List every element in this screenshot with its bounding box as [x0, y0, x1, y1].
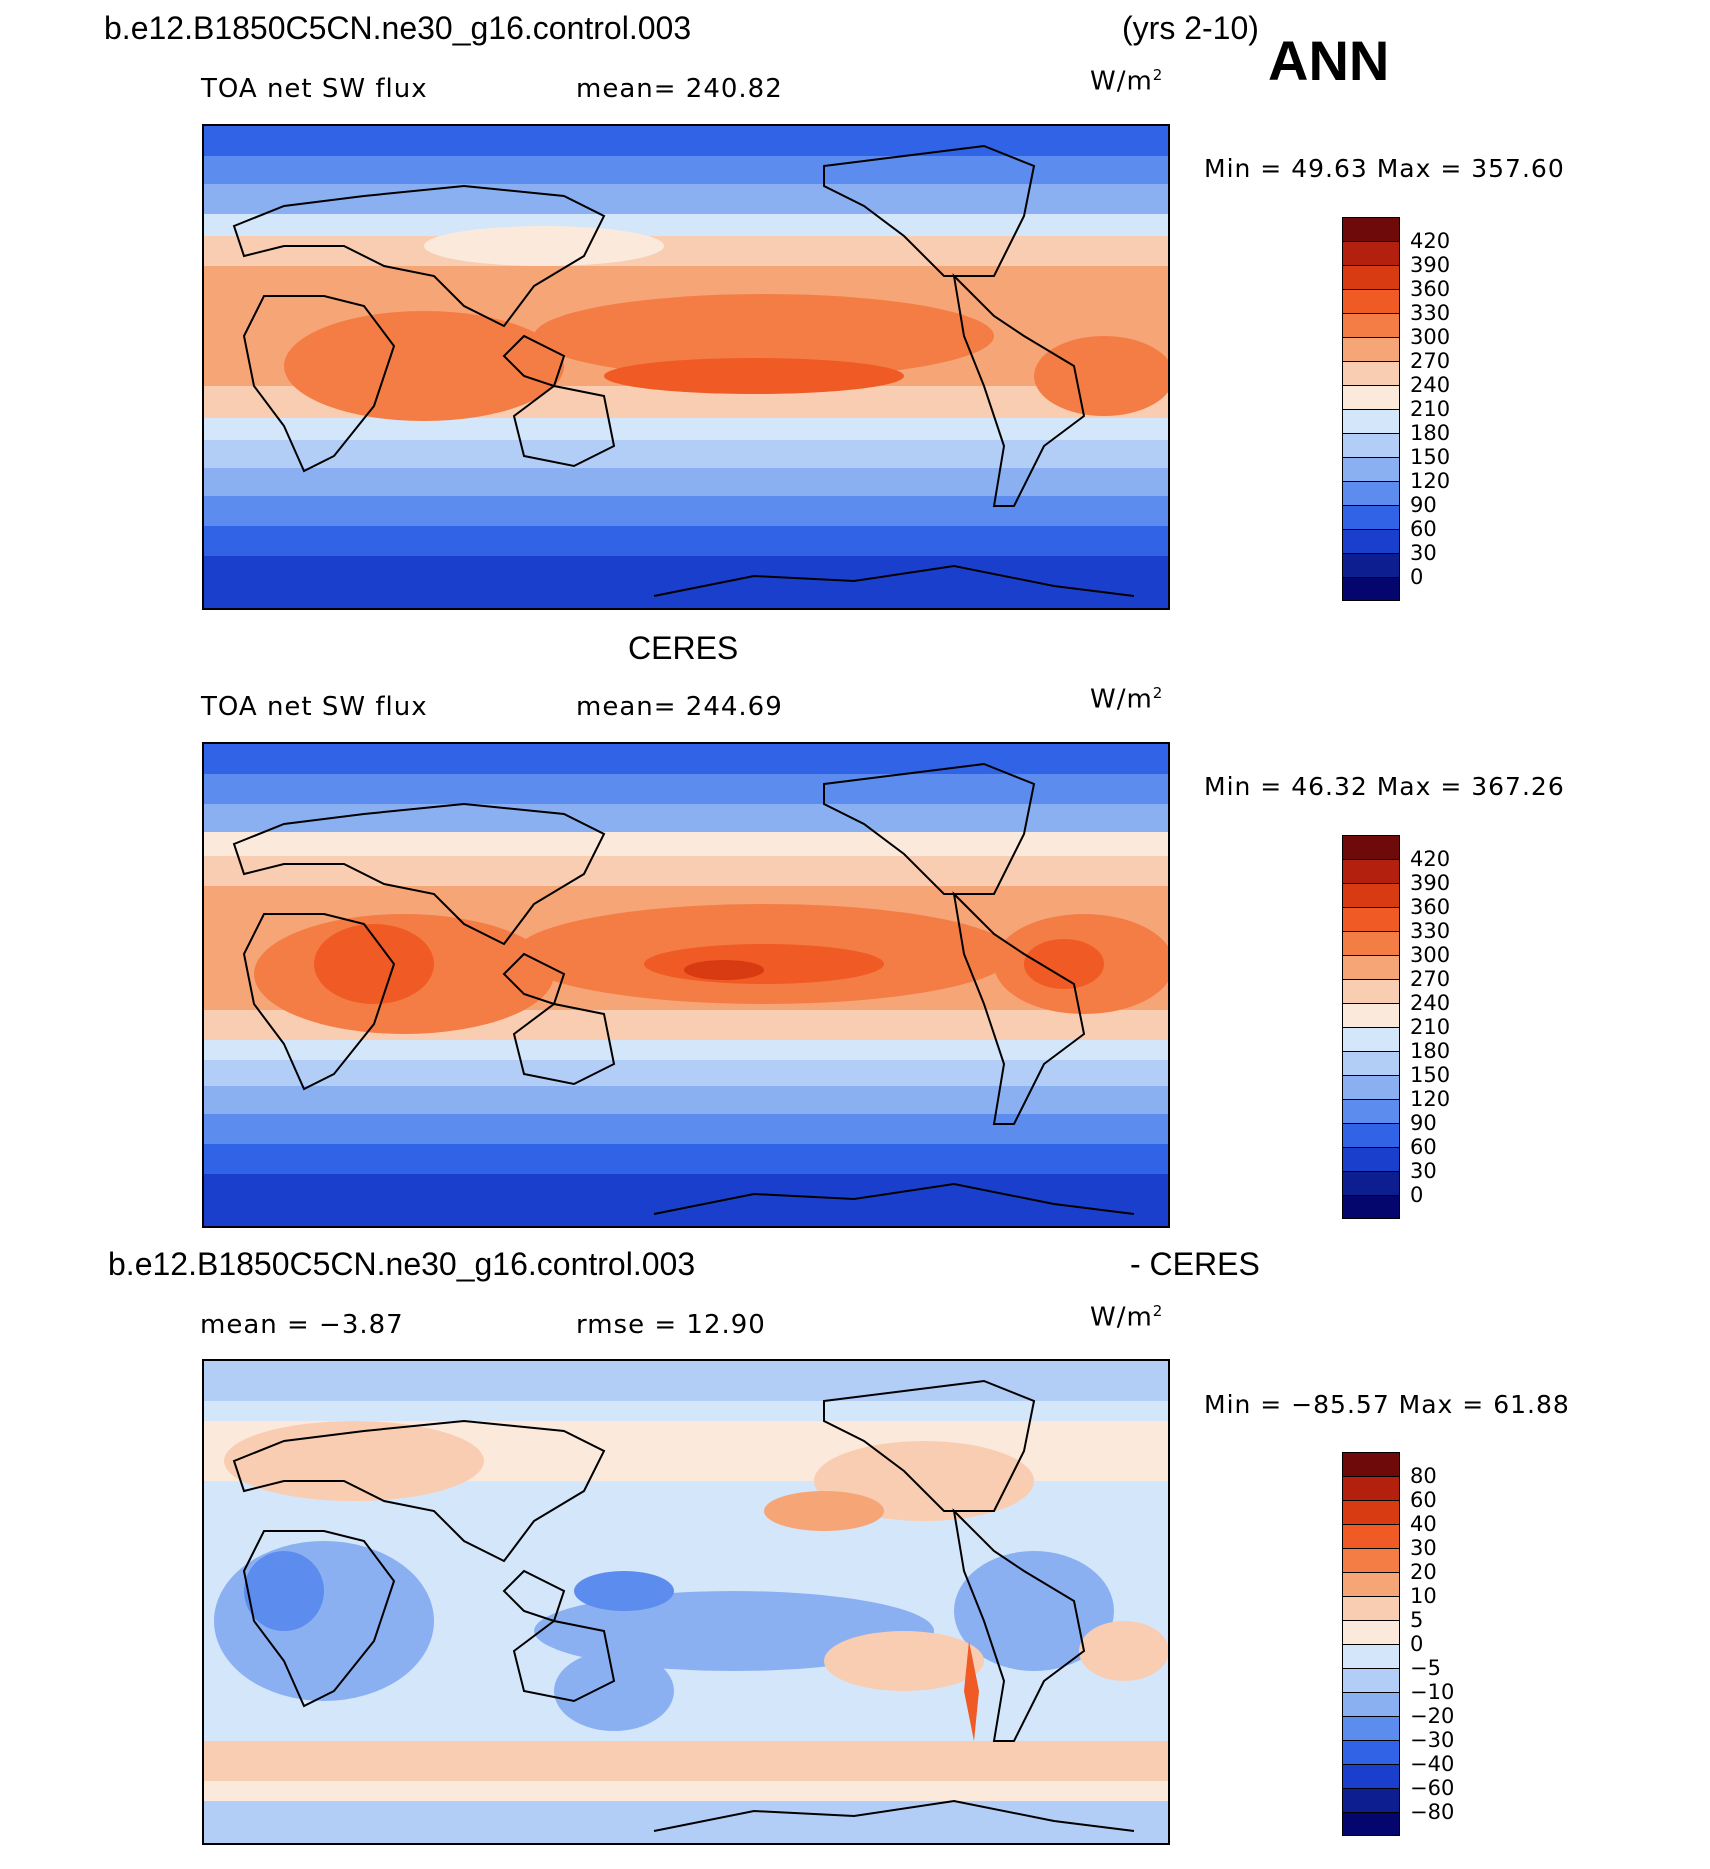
tick: 180 [1410, 1039, 1451, 1063]
tick: 150 [1410, 445, 1451, 469]
tick: 80 [1410, 1464, 1437, 1488]
tick: 40 [1410, 1512, 1437, 1536]
panel3-mean-label: mean = −3.87 [200, 1310, 404, 1340]
tick: 30 [1410, 1159, 1437, 1183]
tick: 30 [1410, 1536, 1437, 1560]
tick: 330 [1410, 919, 1451, 943]
tick: −10 [1410, 1680, 1455, 1704]
panel3-map [202, 1359, 1170, 1845]
tick: 60 [1410, 1135, 1437, 1159]
tick: 120 [1410, 1087, 1451, 1111]
panel3-title-right: - CERES [1130, 1246, 1260, 1282]
tick: −20 [1410, 1704, 1455, 1728]
tick: 240 [1410, 991, 1451, 1015]
tick: 270 [1410, 349, 1451, 373]
tick: 420 [1410, 229, 1451, 253]
tick: −5 [1410, 1656, 1441, 1680]
tick: 180 [1410, 421, 1451, 445]
panel3-rmse-label: rmse = 12.90 [576, 1310, 766, 1340]
tick: −80 [1410, 1800, 1455, 1824]
panel3-units: W/m2 [1090, 1302, 1164, 1333]
tick: 90 [1410, 493, 1437, 517]
tick: 210 [1410, 397, 1451, 421]
tick: 300 [1410, 943, 1451, 967]
panel2-colorbar-ticks: 420 390 360 330 300 270 240 210 180 150 … [1410, 847, 1450, 1207]
tick: 10 [1410, 1584, 1437, 1608]
panel2-map [202, 742, 1170, 1228]
tick: 0 [1410, 1632, 1424, 1656]
panel1-variable-label: TOA net SW flux [201, 74, 428, 104]
tick: 270 [1410, 967, 1451, 991]
panel1-mean-label: mean= 240.82 [576, 74, 783, 104]
tick: −40 [1410, 1752, 1455, 1776]
tick: 60 [1410, 517, 1437, 541]
panel2-variable-label: TOA net SW flux [201, 692, 428, 722]
season-label: ANN [1268, 29, 1390, 92]
panel2-title: CERES [628, 630, 739, 666]
tick: 390 [1410, 253, 1451, 277]
panel3-title-left: b.e12.B1850C5CN.ne30_g16.control.003 [108, 1246, 696, 1282]
case-title: b.e12.B1850C5CN.ne30_g16.control.003 [104, 10, 692, 46]
tick: 20 [1410, 1560, 1437, 1584]
panel3-colorbar-ticks: 80 60 40 30 20 10 5 0 −5 −10 −20 −30 −40… [1410, 1464, 1454, 1824]
panel2-mean-label: mean= 244.69 [576, 692, 783, 722]
tick: 0 [1410, 565, 1424, 589]
tick: 360 [1410, 895, 1451, 919]
tick: 30 [1410, 541, 1437, 565]
tick: 60 [1410, 1488, 1437, 1512]
panel1-units: W/m2 [1090, 66, 1164, 97]
panel3-minmax: Min = −85.57 Max = 61.88 [1204, 1390, 1570, 1419]
tick: −30 [1410, 1728, 1455, 1752]
panel1-colorbar-ticks: 420 390 360 330 300 270 240 210 180 150 … [1410, 229, 1450, 589]
tick: 330 [1410, 301, 1451, 325]
panel1-map [202, 124, 1170, 610]
panel2-minmax: Min = 46.32 Max = 367.26 [1204, 772, 1565, 801]
years-label: (yrs 2-10) [1122, 10, 1259, 46]
tick: 390 [1410, 871, 1451, 895]
panel2-colorbar [1342, 835, 1400, 1219]
tick: 300 [1410, 325, 1451, 349]
tick: 150 [1410, 1063, 1451, 1087]
panel1-colorbar [1342, 217, 1400, 601]
tick: 120 [1410, 469, 1451, 493]
panel1-minmax: Min = 49.63 Max = 357.60 [1204, 154, 1565, 183]
tick: 0 [1410, 1183, 1424, 1207]
tick: 5 [1410, 1608, 1424, 1632]
panel2-units: W/m2 [1090, 684, 1164, 715]
tick: −60 [1410, 1776, 1455, 1800]
tick: 420 [1410, 847, 1451, 871]
tick: 360 [1410, 277, 1451, 301]
tick: 210 [1410, 1015, 1451, 1039]
tick: 240 [1410, 373, 1451, 397]
panel3-colorbar [1342, 1452, 1400, 1836]
tick: 90 [1410, 1111, 1437, 1135]
